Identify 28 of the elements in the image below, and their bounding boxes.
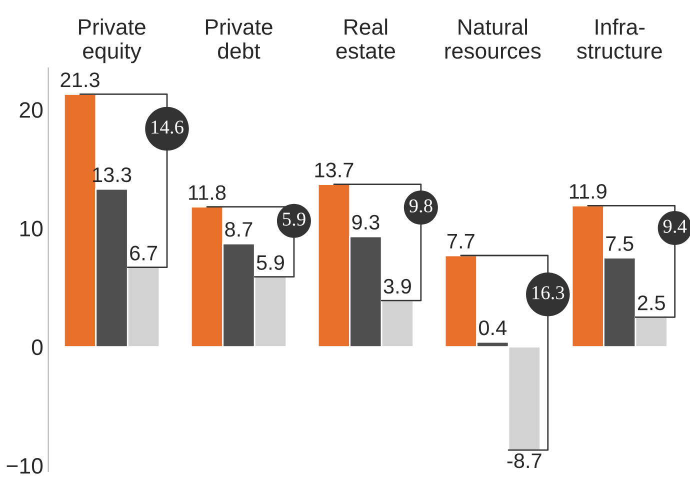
data-label: 5.9 (256, 255, 284, 270)
x-tick-label: Private debt (206, 18, 272, 59)
y-tick-label: −10 (6, 458, 43, 474)
annotation: 5.9 (282, 212, 306, 226)
annotation: 9.8 (409, 199, 432, 213)
x-tick-label: Natural resources (445, 18, 541, 59)
annotation: 9.4 (663, 220, 687, 233)
data-label: 8.7 (225, 222, 252, 237)
y-tick-label: 10 (20, 220, 43, 236)
data-label: 21.3 (60, 72, 100, 88)
data-label: 13.7 (315, 162, 354, 178)
y-tick-label: 0 (32, 339, 43, 356)
x-tick-label: Real estate (336, 18, 395, 59)
data-label: 7.7 (448, 234, 474, 248)
annotation: 14.6 (152, 120, 184, 134)
data-label: 0.4 (478, 320, 507, 336)
data-label: -8.7 (507, 453, 542, 468)
data-label: 7.5 (606, 236, 634, 251)
x-tick-label: Infra- structure (577, 18, 662, 59)
data-label: 2.5 (638, 296, 665, 310)
x-tick-label: Private equity (79, 18, 146, 64)
data-label: 6.7 (130, 246, 157, 260)
data-label: 11.9 (570, 184, 606, 199)
annotation: 16.3 (532, 286, 564, 300)
data-label: 3.9 (384, 278, 411, 294)
y-tick-label: 20 (20, 102, 43, 118)
data-label: 9.3 (352, 214, 380, 230)
data-label: 11.8 (189, 185, 226, 200)
